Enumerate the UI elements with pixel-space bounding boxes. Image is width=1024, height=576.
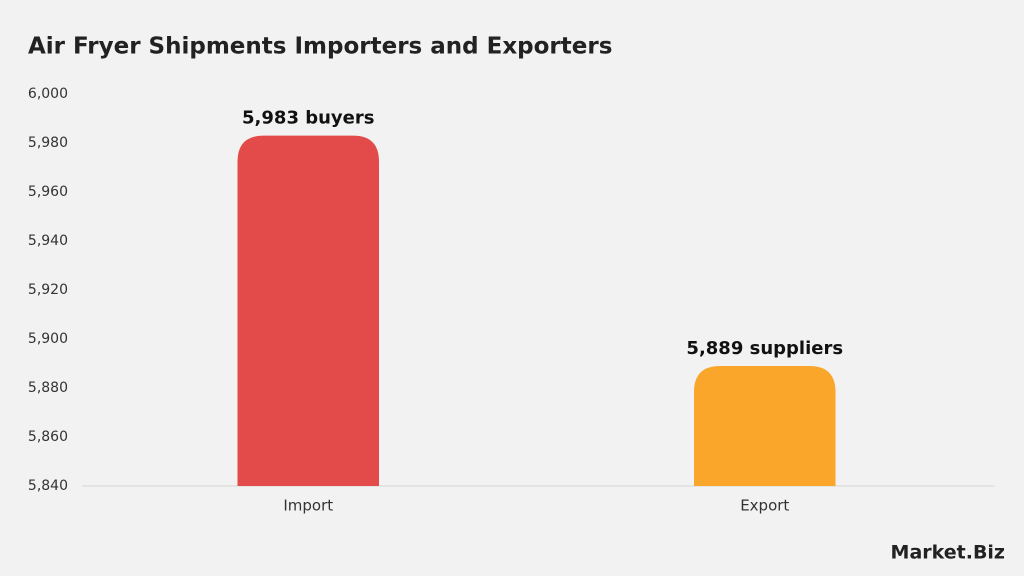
y-tick-label: 5,980	[28, 135, 68, 151]
value-label: 5,889 suppliers	[686, 338, 843, 359]
watermark: Market.Biz	[891, 542, 1005, 564]
x-tick-label: Export	[740, 497, 789, 515]
y-tick-label: 5,880	[28, 380, 68, 396]
y-tick-label: 5,900	[28, 331, 68, 347]
y-tick-label: 5,860	[28, 429, 68, 445]
y-tick-label: 5,960	[28, 184, 68, 200]
chart-title: Air Fryer Shipments Importers and Export…	[28, 34, 612, 60]
bar	[237, 135, 380, 486]
value-label: 5,983 buyers	[242, 108, 374, 129]
y-tick-label: 5,840	[28, 478, 68, 494]
y-tick-label: 6,000	[28, 86, 68, 102]
y-tick-label: 5,920	[28, 282, 68, 298]
x-tick-label: Import	[283, 497, 333, 515]
bar	[693, 365, 836, 486]
y-tick-label: 5,940	[28, 233, 68, 249]
